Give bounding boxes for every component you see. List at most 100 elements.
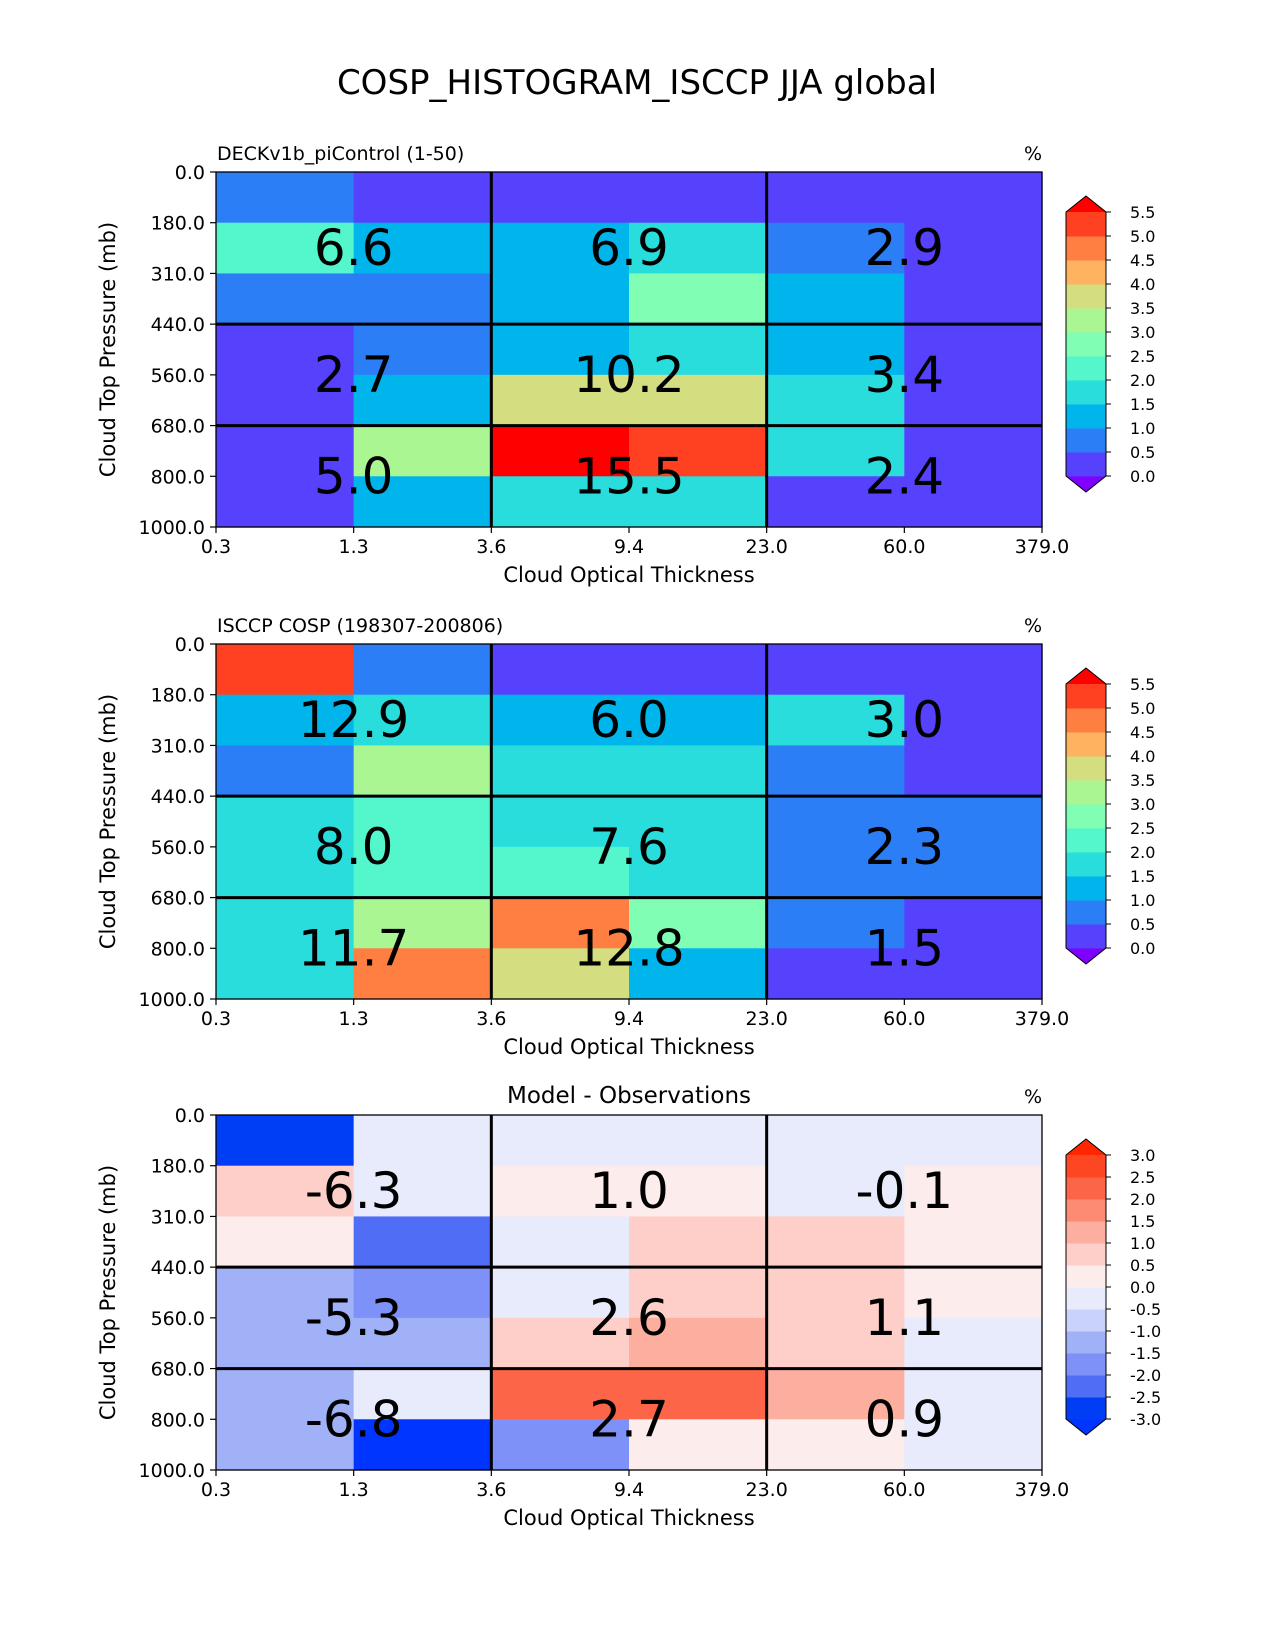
colorbar-swatch: [1066, 1155, 1106, 1178]
heatmap-cell: [629, 948, 768, 1000]
heatmap-cell: [766, 273, 905, 325]
colorbar-tick-label: 2.5: [1130, 1168, 1155, 1187]
panel-title: DECKv1b_piControl (1-50): [217, 143, 464, 165]
heatmap-cell: [353, 1267, 492, 1319]
group-value-label: -5.3: [305, 1289, 403, 1347]
colorbar-tick-label: 0.0: [1130, 467, 1155, 486]
heatmap-cell: [216, 1419, 355, 1471]
heatmap-cell: [629, 172, 768, 224]
heatmap-cell: [904, 745, 1043, 797]
heatmap-cell: [904, 324, 1043, 376]
heatmap-cell: [353, 1317, 492, 1370]
heatmap-cell: [629, 644, 768, 696]
group-value-label: 8.0: [314, 818, 394, 876]
x-tick-label: 23.0: [746, 1479, 788, 1501]
colorbar-swatch: [1066, 404, 1106, 429]
heatmap-cell: [353, 1165, 492, 1218]
heatmap-cell: [904, 1368, 1043, 1420]
heatmap-cell: [766, 222, 905, 275]
colorbar-swatch: [1066, 236, 1106, 261]
colorbar: 0.0 0.5 1.0 1.5 2.0 2.5 3.0 3.5 4.0 4.5 5.0 5.5: [1065, 667, 1155, 965]
heatmap-cell: [491, 324, 630, 376]
x-tick-label: 60.0: [883, 536, 925, 558]
heatmap-cell: [766, 1165, 905, 1218]
x-tick-label: 1.3: [339, 1008, 369, 1030]
y-tick-label: 440.0: [151, 1257, 205, 1279]
group-value-label: 2.9: [865, 219, 945, 277]
x-tick-label: 3.6: [476, 536, 506, 558]
colorbar-tick-label: 4.5: [1130, 251, 1155, 270]
colorbar-tick-label: 0.5: [1130, 443, 1155, 462]
heatmap-cell: [491, 476, 630, 528]
y-tick-label: 560.0: [151, 837, 205, 859]
colorbar-tick-label: -1.0: [1130, 1322, 1161, 1341]
heatmap-cell: [904, 273, 1043, 325]
colorbar-swatch: [1066, 900, 1106, 925]
heatmap-cell: [491, 1115, 630, 1167]
heatmap-cell: [491, 796, 630, 848]
colorbar-tick-label: 2.0: [1130, 371, 1155, 390]
y-tick-label: 180.0: [151, 213, 205, 235]
heatmap-panel-3: -6.3 1.0 -0.1 -5.3 2.6 1.1 -6.8 2.7 0.9 0.3 1.3 3.6…: [96, 1083, 1161, 1530]
heatmap-cell: [353, 948, 492, 1000]
colorbar-tick-label: 4.0: [1130, 275, 1155, 294]
group-value-label: 12.8: [573, 919, 684, 977]
heatmap-cell: [353, 1216, 492, 1268]
colorbar-swatch: [1066, 1309, 1106, 1332]
heatmap-cell: [491, 374, 630, 427]
colorbar-swatch: [1066, 1331, 1106, 1354]
heatmap-cell: [766, 897, 905, 949]
x-tick-label: 1.3: [339, 536, 369, 558]
colorbar-swatch: [1066, 260, 1106, 285]
x-axis-label: Cloud Optical Thickness: [503, 1506, 754, 1530]
x-tick-label: 60.0: [883, 1479, 925, 1501]
heatmap-cell: [766, 1267, 905, 1319]
heatmap-cell: [491, 948, 630, 1000]
heatmap-cell: [491, 897, 630, 949]
group-value-label: 2.7: [589, 1390, 669, 1448]
heatmap-cell: [904, 644, 1043, 696]
colorbar-tick-label: 5.0: [1130, 699, 1155, 718]
heatmap-cell: [629, 1419, 768, 1471]
heatmap-cell: [629, 1317, 768, 1370]
x-tick-label: 0.3: [201, 536, 231, 558]
heatmap-cell: [216, 273, 355, 325]
colorbar-swatch: [1066, 284, 1106, 309]
heatmap-cell: [353, 1368, 492, 1420]
heatmap-cell: [353, 644, 492, 696]
group-value-label: 2.6: [589, 1289, 669, 1347]
heatmap-cell: [766, 1115, 905, 1167]
heatmap-cell: [353, 222, 492, 275]
y-tick-label: 680.0: [151, 888, 205, 910]
heatmap-cell: [766, 1317, 905, 1370]
y-axis-label: Cloud Top Pressure (mb): [96, 222, 120, 477]
heatmap-cell: [629, 846, 768, 899]
heatmap-cell: [216, 374, 355, 427]
heatmap-cell: [491, 1165, 630, 1218]
heatmap-cell: [904, 222, 1043, 275]
colorbar-tick-label: 2.5: [1130, 819, 1155, 838]
heatmap-cell: [216, 796, 355, 848]
heatmap-cell: [216, 897, 355, 949]
heatmap-cell: [216, 1115, 355, 1167]
heatmap-cell: [491, 1216, 630, 1268]
heatmap-cell: [491, 172, 630, 224]
heatmap-cell: [766, 745, 905, 797]
y-tick-label: 800.0: [151, 938, 205, 960]
heatmap-cell: [216, 1317, 355, 1370]
group-value-label: 6.6: [314, 219, 394, 277]
group-value-label: 0.9: [865, 1390, 945, 1448]
heatmap-cell: [766, 324, 905, 376]
heatmap-cell: [766, 796, 905, 848]
heatmap-cell: [353, 476, 492, 528]
heatmap-cell: [353, 1115, 492, 1167]
y-axis-label: Cloud Top Pressure (mb): [96, 1165, 120, 1420]
units-label: %: [1024, 143, 1042, 165]
x-tick-label: 3.6: [476, 1479, 506, 1501]
heatmap-cell: [766, 425, 905, 477]
colorbar-swatch: [1066, 1199, 1106, 1222]
colorbar-min-extension: [1066, 1419, 1106, 1435]
heatmap-cell: [766, 172, 905, 224]
heatmap-cell: [766, 1216, 905, 1268]
y-tick-label: 310.0: [151, 1206, 205, 1228]
